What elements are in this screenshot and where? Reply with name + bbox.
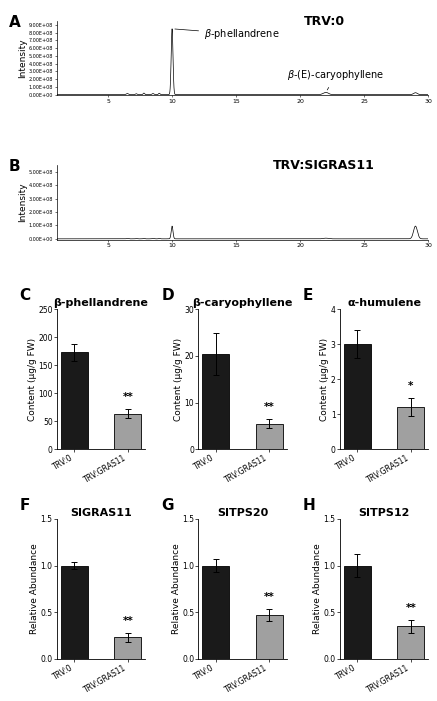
Y-axis label: Content (μg/g FW): Content (μg/g FW) [320,338,329,421]
Text: F: F [20,498,30,513]
Text: **: ** [406,603,416,613]
Bar [344,344,371,449]
Bar [114,637,141,659]
Title: SITPS20: SITPS20 [217,508,268,518]
Text: $\beta$-phellandrene: $\beta$-phellandrene [175,27,280,41]
Text: C: C [20,288,31,304]
Text: B: B [9,159,20,174]
Title: α-humulene: α-humulene [347,299,421,308]
Bar [397,626,424,659]
Bar [344,566,371,659]
Bar [202,566,229,659]
Y-axis label: Relative Abundance: Relative Abundance [313,543,322,634]
Title: SITPS12: SITPS12 [358,508,410,518]
Text: $\beta$-(E)-caryophyllene: $\beta$-(E)-caryophyllene [288,68,385,90]
Text: TRV:SIGRAS11: TRV:SIGRAS11 [273,159,375,172]
Y-axis label: Intensity: Intensity [19,39,28,78]
Text: TRV:0: TRV:0 [304,15,345,28]
Bar [202,353,229,449]
Bar [256,423,283,449]
Text: G: G [161,498,173,513]
Bar [61,566,88,659]
Y-axis label: Relative Abundance: Relative Abundance [30,543,39,634]
Y-axis label: Content (μg/g FW): Content (μg/g FW) [174,338,183,421]
Text: **: ** [264,402,275,412]
Y-axis label: Intensity: Intensity [19,182,28,222]
Title: β-phellandrene: β-phellandrene [54,299,149,308]
Bar [397,407,424,449]
Text: **: ** [122,615,133,626]
Text: E: E [303,288,313,304]
Text: **: ** [264,592,275,602]
Text: **: ** [122,393,133,402]
Text: H: H [303,498,316,513]
Bar [256,615,283,659]
Text: A: A [9,15,20,30]
Y-axis label: Relative Abundance: Relative Abundance [172,543,180,634]
Text: D: D [161,288,174,304]
Title: β-caryophyllene: β-caryophyllene [192,299,293,308]
Bar [61,353,88,449]
Title: SIGRAS11: SIGRAS11 [70,508,132,518]
Y-axis label: Content (μg/g FW): Content (μg/g FW) [28,338,37,421]
Bar [114,414,141,449]
Text: *: * [408,381,413,391]
